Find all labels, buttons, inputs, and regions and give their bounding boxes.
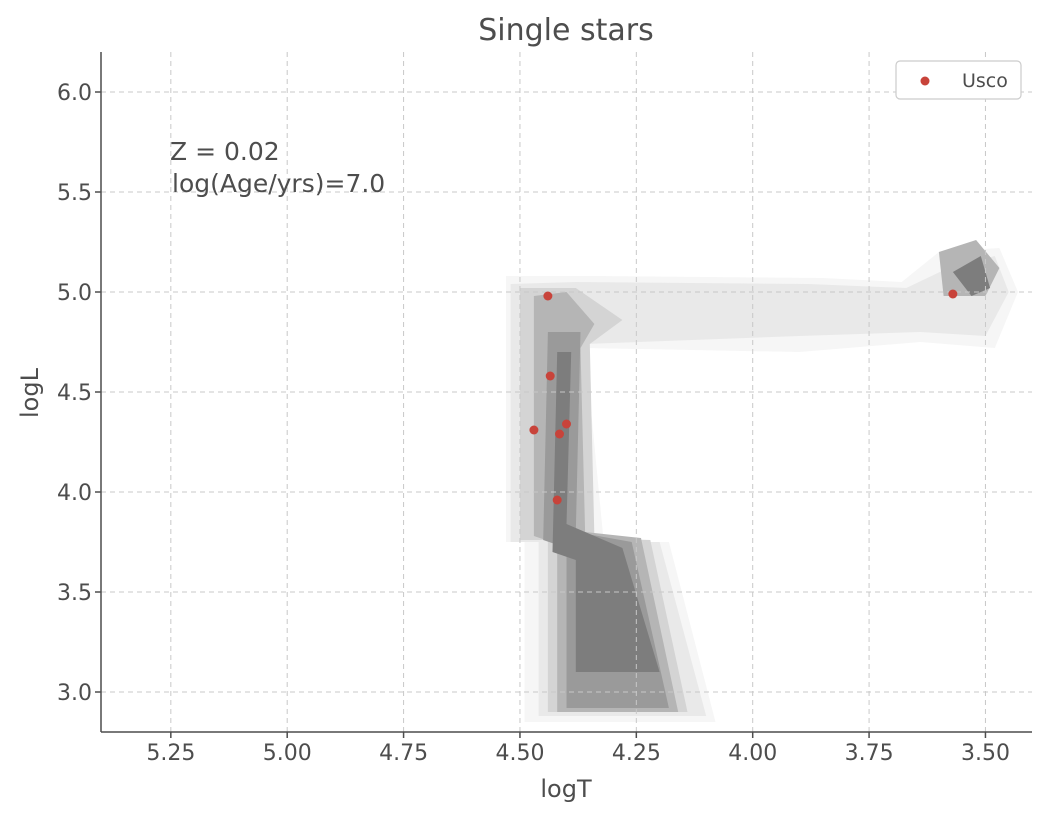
density-contours [506, 240, 1018, 722]
legend-marker-usco [920, 76, 930, 86]
x-axis-label: logT [540, 775, 592, 803]
data-point-usco [562, 419, 571, 429]
legend-label-usco: Usco [962, 70, 1008, 92]
data-point-usco [545, 371, 555, 381]
y-tick-label: 4.0 [57, 481, 92, 506]
x-tick-label: 4.00 [728, 741, 777, 766]
legend-frame [895, 60, 1022, 100]
x-tick-label: 5.25 [146, 741, 195, 766]
x-tick-label: 4.25 [612, 741, 661, 766]
legend: Usco [895, 60, 1022, 100]
data-point-usco [529, 425, 539, 435]
x-axis-ticks: 5.25 5.00 4.75 4.50 4.25 4.00 3.75 3.50 [146, 732, 1010, 766]
x-tick-label: 3.75 [845, 741, 894, 766]
y-tick-label: 5.5 [57, 181, 92, 206]
y-axis-label: logL [16, 367, 44, 418]
x-tick-label: 3.50 [961, 741, 1010, 766]
gridlines [101, 52, 1032, 732]
data-point-usco [552, 495, 562, 505]
data-point-usco [555, 429, 565, 439]
x-tick-label: 4.50 [495, 741, 544, 766]
y-tick-label: 4.5 [57, 381, 92, 406]
data-point-usco [543, 291, 553, 301]
contour-giant-level-2 [952, 256, 991, 296]
chart-title: Single stars [478, 13, 654, 48]
y-tick-label: 3.5 [57, 581, 92, 606]
age-annotation: log(Age/yrs)=7.0 [172, 169, 385, 198]
x-tick-label: 4.75 [379, 741, 428, 766]
y-tick-label: 3.0 [57, 681, 92, 706]
y-axis-ticks: 3.0 3.5 4.0 4.5 5.0 5.5 6.0 [57, 81, 101, 706]
y-tick-label: 6.0 [57, 81, 92, 106]
metallicity-annotation: Z = 0.02 [170, 137, 280, 166]
x-tick-label: 5.00 [263, 741, 312, 766]
usco-points [529, 289, 958, 505]
data-point-usco [948, 289, 958, 299]
y-tick-label: 5.0 [57, 281, 92, 306]
